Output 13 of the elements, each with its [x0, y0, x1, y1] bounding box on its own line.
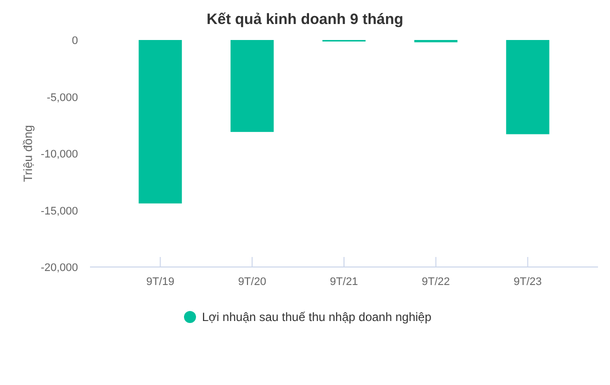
- legend-label: Lợi nhuận sau thuế thu nhập doanh nghiệp: [202, 310, 432, 324]
- y-tick-label: -10,000: [40, 148, 78, 160]
- chart-title: Kết quả kinh doanh 9 tháng: [206, 11, 404, 28]
- x-tick-label: 9T/20: [238, 276, 266, 288]
- y-tick-label: -20,000: [40, 262, 78, 274]
- x-tick-label: 9T/19: [146, 276, 174, 288]
- x-tick-label: 9T/22: [422, 276, 450, 288]
- y-axis-title: Triệu đồng: [21, 125, 35, 182]
- y-tick-label: 0: [72, 35, 78, 47]
- x-tick-label: 9T/23: [514, 276, 542, 288]
- y-tick-label: -15,000: [40, 205, 78, 218]
- x-tick-label: 9T/21: [330, 276, 358, 288]
- y-tick-label: -5,000: [46, 92, 78, 104]
